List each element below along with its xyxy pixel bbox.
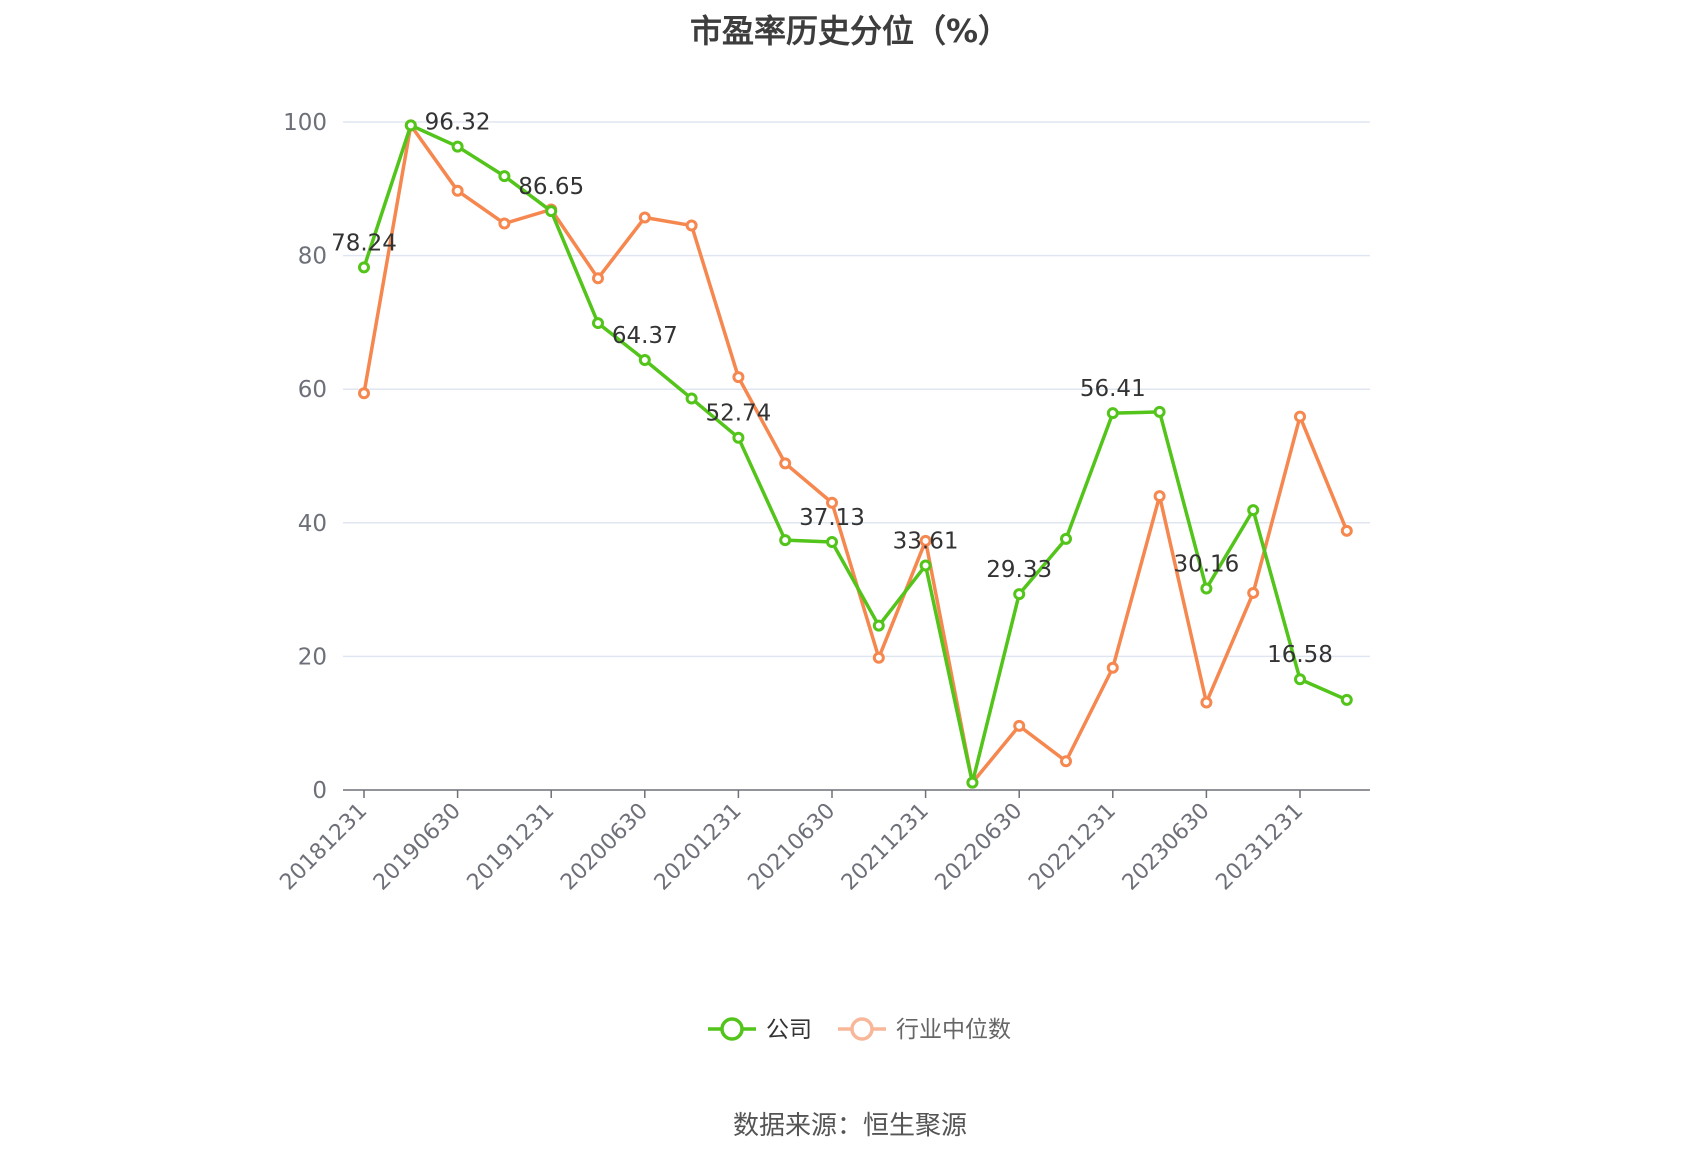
industry-data-point[interactable]: [1013, 719, 1026, 732]
company-data-point[interactable]: [1294, 673, 1306, 686]
company-data-point[interactable]: [404, 119, 417, 132]
company-data-point[interactable]: [685, 392, 698, 405]
company-data-point[interactable]: [1247, 504, 1260, 517]
company-data-point[interactable]: [1200, 582, 1213, 595]
y-tick-label: 20: [298, 644, 327, 670]
data-label: 37.13: [799, 505, 865, 531]
industry-data-point[interactable]: [498, 217, 511, 230]
industry-data-point[interactable]: [638, 211, 651, 224]
industry-data-point[interactable]: [592, 272, 604, 285]
data-label: 56.41: [1080, 376, 1146, 402]
industry-data-point[interactable]: [779, 457, 792, 470]
industry-data-point[interactable]: [685, 219, 698, 232]
x-tick-label: 20231231: [1211, 799, 1308, 896]
company-data-point[interactable]: [732, 431, 745, 444]
company-series-line: [362, 123, 1348, 785]
legend-label: 行业中位数: [896, 1017, 1011, 1043]
company-data-point[interactable]: [1340, 693, 1353, 706]
x-tick-label: 20230630: [1118, 799, 1215, 896]
legend-circle-marker: [850, 1017, 874, 1041]
industry-data-point[interactable]: [1200, 696, 1213, 709]
data-label: 86.65: [518, 174, 584, 200]
data-label: 78.24: [331, 230, 397, 256]
data-label: 52.74: [705, 401, 771, 427]
y-tick-label: 0: [312, 778, 327, 804]
company-data-point[interactable]: [358, 261, 370, 274]
data-source-note: 数据来源：恒生聚源: [732, 1111, 967, 1141]
series-lines: [358, 119, 1353, 789]
chart-title: 市盈率历史分位（%）: [689, 12, 1011, 50]
company-data-point[interactable]: [1013, 588, 1026, 601]
data-label: 64.37: [612, 323, 678, 349]
y-tick-label: 40: [298, 511, 327, 537]
data-label: 29.33: [986, 557, 1052, 583]
legend[interactable]: 公司 行业中位数: [708, 1017, 1011, 1043]
data-labels: 78.24 96.32 86.65 64.37 52.74 37.13 33.61 29.33…: [331, 110, 1333, 669]
y-tick-label: 100: [283, 110, 327, 136]
company-data-point[interactable]: [638, 354, 651, 367]
grid-lines: [343, 121, 1370, 658]
legend-circle-marker: [720, 1017, 744, 1041]
industry-data-point[interactable]: [1106, 661, 1119, 674]
company-data-point[interactable]: [872, 619, 885, 632]
x-tick-label: 20211231: [837, 799, 934, 896]
x-tick-label: 20201231: [650, 799, 747, 896]
company-data-point[interactable]: [919, 559, 932, 572]
company-data-point[interactable]: [779, 534, 792, 547]
industry-data-point[interactable]: [1060, 755, 1072, 768]
company-data-point[interactable]: [826, 535, 838, 548]
legend-item-company[interactable]: 公司: [708, 1017, 812, 1043]
company-data-point[interactable]: [1153, 405, 1166, 418]
industry-data-point[interactable]: [1153, 490, 1166, 503]
x-tick-label: 20210630: [743, 799, 840, 896]
industry-data-point[interactable]: [919, 534, 932, 547]
data-label: 96.32: [425, 110, 491, 136]
data-label: 16.58: [1267, 642, 1333, 668]
company-data-point[interactable]: [966, 776, 979, 789]
x-tick-label: 20190630: [369, 799, 466, 896]
legend-item-industry[interactable]: 行业中位数: [838, 1017, 1011, 1043]
industry-data-point[interactable]: [1247, 586, 1260, 599]
company-data-point[interactable]: [1106, 407, 1119, 420]
y-tick-label: 60: [298, 377, 327, 403]
company-data-point[interactable]: [451, 140, 464, 153]
industry-data-point[interactable]: [451, 184, 464, 197]
company-data-point[interactable]: [592, 317, 604, 330]
industry-data-point[interactable]: [826, 496, 838, 509]
axes: 0204060801002018123120190630201912312020…: [275, 110, 1370, 895]
data-label: 30.16: [1173, 552, 1239, 578]
legend-label: 公司: [766, 1017, 812, 1043]
x-tick-label: 20200630: [556, 799, 653, 896]
industry-data-point[interactable]: [732, 371, 745, 384]
x-tick-label: 20191231: [463, 799, 560, 896]
industry-data-point[interactable]: [1294, 410, 1306, 423]
industry-data-point[interactable]: [1340, 524, 1353, 537]
company-data-point[interactable]: [545, 205, 558, 218]
industry-series-line: [362, 123, 1349, 785]
x-tick-label: 20221231: [1024, 799, 1121, 896]
data-label: 33.61: [893, 528, 959, 554]
x-tick-label: 20181231: [275, 799, 372, 896]
industry-data-point[interactable]: [358, 387, 370, 400]
y-tick-label: 80: [298, 244, 327, 270]
x-tick-label: 20220630: [931, 799, 1028, 896]
industry-data-point[interactable]: [872, 651, 885, 664]
company-data-point[interactable]: [1060, 532, 1072, 545]
company-data-point[interactable]: [498, 170, 511, 183]
